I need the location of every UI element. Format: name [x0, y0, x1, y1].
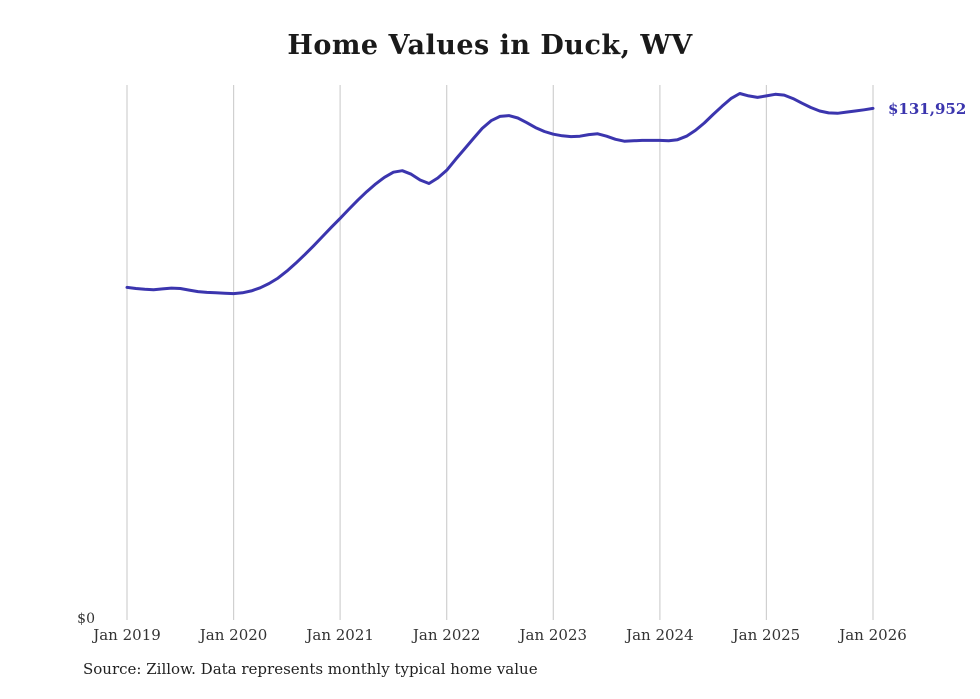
home-value-line [125, 92, 875, 296]
x-axis-tick-label: Jan 2020 [199, 626, 268, 644]
x-axis-tick-label: Jan 2026 [839, 626, 907, 644]
x-axis-tick-label: Jan 2023 [519, 626, 588, 644]
x-axis-tick-label: Jan 2019 [93, 626, 161, 644]
y-axis-zero-label: $0 [77, 611, 95, 627]
x-axis-tick-label: Jan 2025 [732, 626, 801, 644]
chart-title: Home Values in Duck, WV [287, 30, 693, 61]
x-axis-tick-label: Jan 2022 [412, 626, 481, 644]
x-axis-tick-label: Jan 2024 [626, 626, 694, 644]
x-axis-tick-label: Jan 2021 [306, 626, 374, 644]
source-note: Source: Zillow. Data represents monthly … [83, 660, 538, 678]
latest-value-label: $131,952 [888, 100, 967, 118]
x-axis-labels: Jan 2019 Jan 2020 Jan 2021 Jan 2022 Jan 2023… [0, 626, 980, 648]
